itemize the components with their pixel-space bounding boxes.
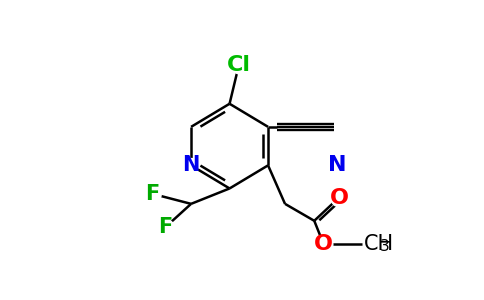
Text: F: F	[146, 184, 160, 204]
Text: N: N	[182, 155, 200, 176]
Text: N: N	[328, 155, 347, 176]
Text: O: O	[330, 188, 348, 208]
Text: 3: 3	[380, 239, 390, 254]
Text: F: F	[159, 217, 173, 237]
Text: CH: CH	[363, 234, 393, 254]
Text: Cl: Cl	[227, 55, 251, 75]
Text: O: O	[314, 234, 333, 254]
